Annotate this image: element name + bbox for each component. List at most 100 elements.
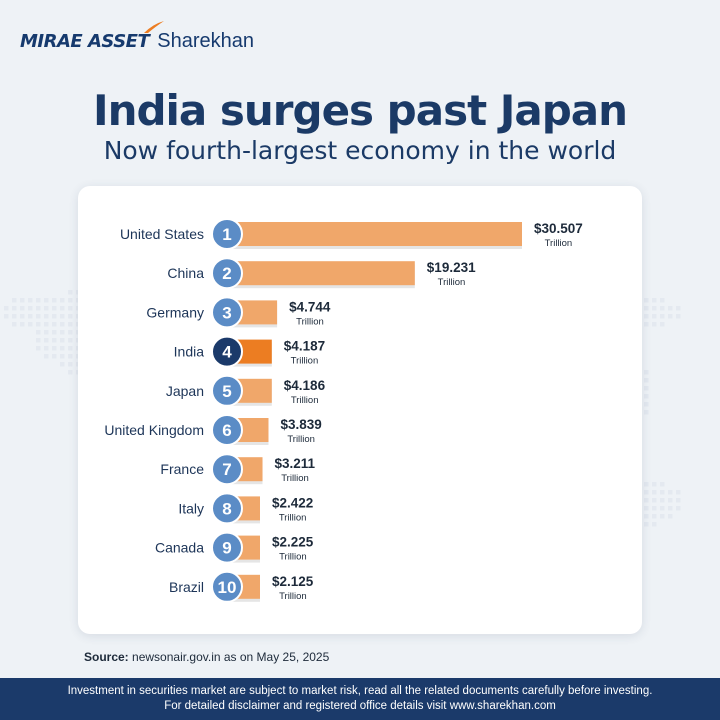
rank-badge [211,531,243,564]
map-dot [652,498,657,503]
map-dot [668,314,673,319]
rank-label: 4 [222,343,232,362]
source-text: newsonair.gov.in as on May 25, 2025 [132,650,330,664]
map-dot [644,482,649,487]
map-dot [668,514,673,519]
map-dot [60,314,65,319]
map-dot [44,306,49,311]
value-label: $3.839 [280,417,321,432]
map-dot [652,314,657,319]
page-title: India surges past Japan [92,86,628,135]
map-dot [52,330,57,335]
rank-badge [211,296,243,329]
map-dot [44,314,49,319]
chart-panel [78,186,642,634]
map-dot [652,490,657,495]
map-dot [44,322,49,327]
map-dot [20,314,25,319]
rank-badge [211,374,243,407]
map-dot [668,306,673,311]
rank-label: 10 [218,578,237,597]
map-dot [20,298,25,303]
rank-badge [211,414,243,446]
map-dot [668,506,673,511]
rank-label: 5 [222,382,231,401]
value-label: $30.507 [534,221,583,236]
country-label: Germany [146,304,204,320]
map-dot [644,306,649,311]
map-dot [52,346,57,351]
map-dot [644,498,649,503]
country-label: France [160,461,204,477]
map-dot [4,306,9,311]
map-dot [60,298,65,303]
rank-badge [211,570,243,603]
map-dot [644,394,649,399]
country-label: Japan [166,383,204,399]
map-dot [652,322,657,327]
map-dot [68,362,73,367]
country-label: China [167,265,204,281]
rank-label: 6 [222,421,231,440]
map-dot [12,298,17,303]
logo-swoosh-icon [144,21,164,33]
bar [232,222,522,246]
map-dot [68,322,73,327]
map-dot [4,314,9,319]
map-dot [660,298,665,303]
map-dot [676,314,681,319]
value-label: $4.187 [284,339,325,354]
map-dot [676,498,681,503]
value-label: $2.422 [272,495,313,510]
map-dot [660,482,665,487]
rank-label: 8 [222,499,231,518]
rank-badge [211,257,243,290]
map-dot [52,354,57,359]
map-dot [60,362,65,367]
map-dot [644,378,649,383]
map-dot [644,314,649,319]
unit-label: Trillion [279,512,307,523]
map-dot [68,298,73,303]
map-dot [28,322,33,327]
map-dot [652,514,657,519]
bar [232,261,415,286]
source-note: Source: newsonair.gov.in as on May 25, 2… [84,650,329,664]
page-subtitle: Now fourth-largest economy in the world [103,136,617,165]
map-dot [652,298,657,303]
map-dot [60,322,65,327]
rank-badge [211,218,243,250]
map-dot [36,330,41,335]
rank-label: 2 [222,264,231,283]
map-dot [676,306,681,311]
map-dot [36,338,41,343]
map-dot [20,306,25,311]
disclaimer-line-2: For detailed disclaimer and registered o… [164,700,556,712]
map-dot [52,338,57,343]
unit-label: Trillion [287,434,315,445]
map-dot [668,498,673,503]
unit-label: Trillion [279,552,307,563]
country-label: Italy [178,500,204,516]
unit-label: Trillion [545,238,573,249]
map-dot [68,306,73,311]
map-dot [68,314,73,319]
value-label: $19.231 [427,260,476,275]
map-dot [644,522,649,527]
brand-name-sharekhan: Sharekhan [157,30,255,52]
map-dot [44,330,49,335]
rank-label: 9 [222,539,231,558]
rank-badge [211,335,243,368]
map-dot [12,314,17,319]
country-label: Brazil [169,579,204,595]
map-dot [652,522,657,527]
value-label: $4.744 [289,299,331,314]
country-label: United Kingdom [104,422,204,438]
map-dot [644,322,649,327]
map-dot [28,314,33,319]
rank-badge [211,453,243,486]
map-dot [652,306,657,311]
map-dot [36,298,41,303]
map-dot [52,322,57,327]
map-dot [68,346,73,351]
